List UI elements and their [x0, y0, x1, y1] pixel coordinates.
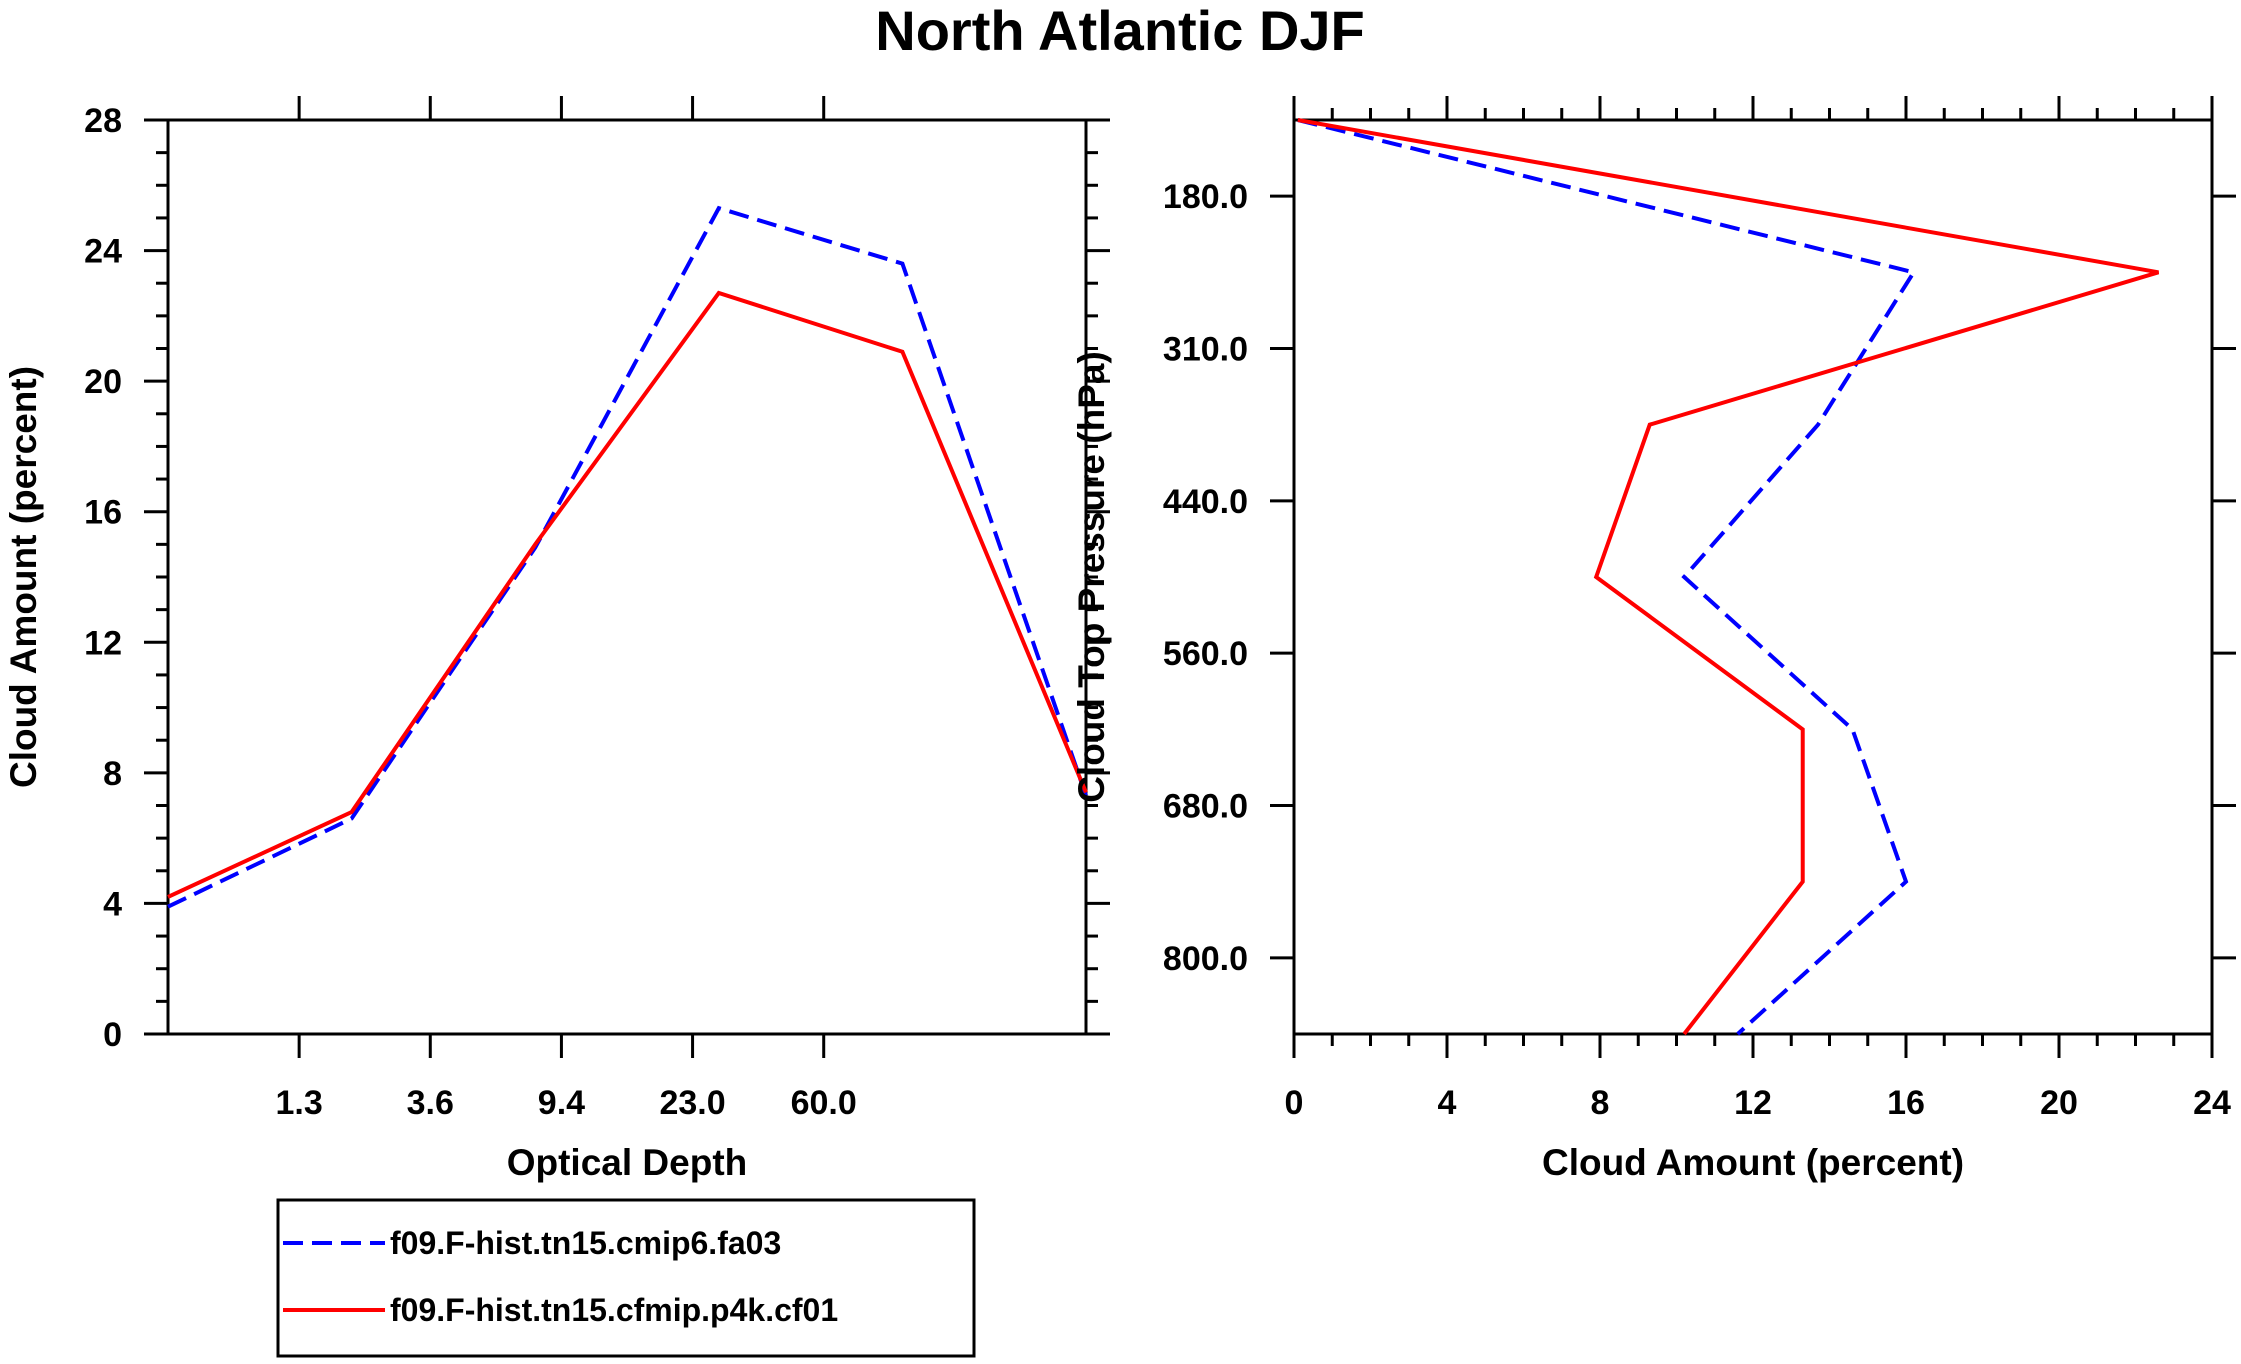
left-tick-labels: 0 4 8 12 16 20 24 28 1.3 3.6 9.4 23.0 60.0	[84, 102, 857, 1122]
left-x-tick-label-60-0: 60.0	[791, 1084, 857, 1122]
left-x-tick-label-3-6: 3.6	[407, 1084, 454, 1122]
left-x-tick-label-1-3: 1.3	[276, 1084, 323, 1122]
left-panel: 0 4 8 12 16 20 24 28 1.3 3.6 9.4 23.0 60.0 Optical D…	[3, 96, 1110, 1183]
left-y-axis-label: Cloud Amount (percent)	[3, 366, 44, 788]
right-y-tick-label-310-0: 310.0	[1163, 331, 1248, 369]
figure-title: North Atlantic DJF	[875, 0, 1364, 62]
right-x-tick-label-16: 16	[1887, 1084, 1925, 1122]
right-x-tick-label-24: 24	[2193, 1084, 2231, 1122]
left-x-axis-label: Optical Depth	[507, 1142, 748, 1183]
right-x-tick-label-20: 20	[2040, 1084, 2078, 1122]
left-y-tick-label-12: 12	[84, 624, 122, 662]
right-x-tick-label-8: 8	[1591, 1084, 1610, 1122]
left-y-tick-label-20: 20	[84, 363, 122, 401]
legend-label-p4k: f09.F-hist.tn15.cfmip.p4k.cf01	[390, 1292, 838, 1328]
left-y-tick-label-16: 16	[84, 494, 122, 532]
right-y-tick-label-180-0: 180.0	[1163, 178, 1248, 216]
left-plot-frame	[166, 118, 1088, 1036]
right-y-tick-label-800-0: 800.0	[1163, 940, 1248, 978]
right-series-lines	[1297, 118, 2160, 1036]
left-series-lines	[167, 205, 1088, 909]
legend-box	[276, 1198, 976, 1358]
left-y-tick-label-4: 4	[103, 885, 122, 923]
right-y-tick-label-680-0: 680.0	[1163, 788, 1248, 826]
left-y-tick-label-0: 0	[103, 1016, 122, 1054]
right-y-tick-label-560-0: 560.0	[1163, 635, 1248, 673]
left-y-tick-label-28: 28	[84, 102, 122, 140]
left-ticks	[144, 96, 1110, 1058]
left-series-line-0	[167, 205, 1088, 909]
left-x-tick-label-9-4: 9.4	[538, 1084, 585, 1122]
legend-label-cmip6: f09.F-hist.tn15.cmip6.fa03	[390, 1225, 781, 1261]
right-panel: 0 4 8 12 16 20 24 180.0 310.0 440.0 560.0 680.0 800.…	[1071, 96, 2236, 1183]
right-tick-labels: 0 4 8 12 16 20 24 180.0 310.0 440.0 560.0 680.0 800.…	[1163, 178, 2231, 1122]
right-ticks	[1270, 96, 2236, 1058]
legend: f09.F-hist.tn15.cmip6.fa03 f09.F-hist.tn…	[276, 1198, 976, 1358]
right-x-tick-label-0: 0	[1285, 1084, 1304, 1122]
left-y-tick-label-8: 8	[103, 755, 122, 793]
right-x-tick-label-4: 4	[1438, 1084, 1457, 1122]
right-x-tick-label-12: 12	[1734, 1084, 1772, 1122]
left-series-line-1	[167, 290, 1088, 899]
left-x-tick-label-23-0: 23.0	[659, 1084, 725, 1122]
right-y-axis-label: Cloud Top Pressure (hPa)	[1071, 351, 1112, 803]
right-series-line-1	[1297, 118, 2160, 1036]
right-series-line-0	[1297, 118, 1917, 1036]
left-y-tick-label-24: 24	[84, 233, 122, 271]
right-y-tick-label-440-0: 440.0	[1163, 483, 1248, 521]
right-x-axis-label: Cloud Amount (percent)	[1542, 1142, 1964, 1183]
